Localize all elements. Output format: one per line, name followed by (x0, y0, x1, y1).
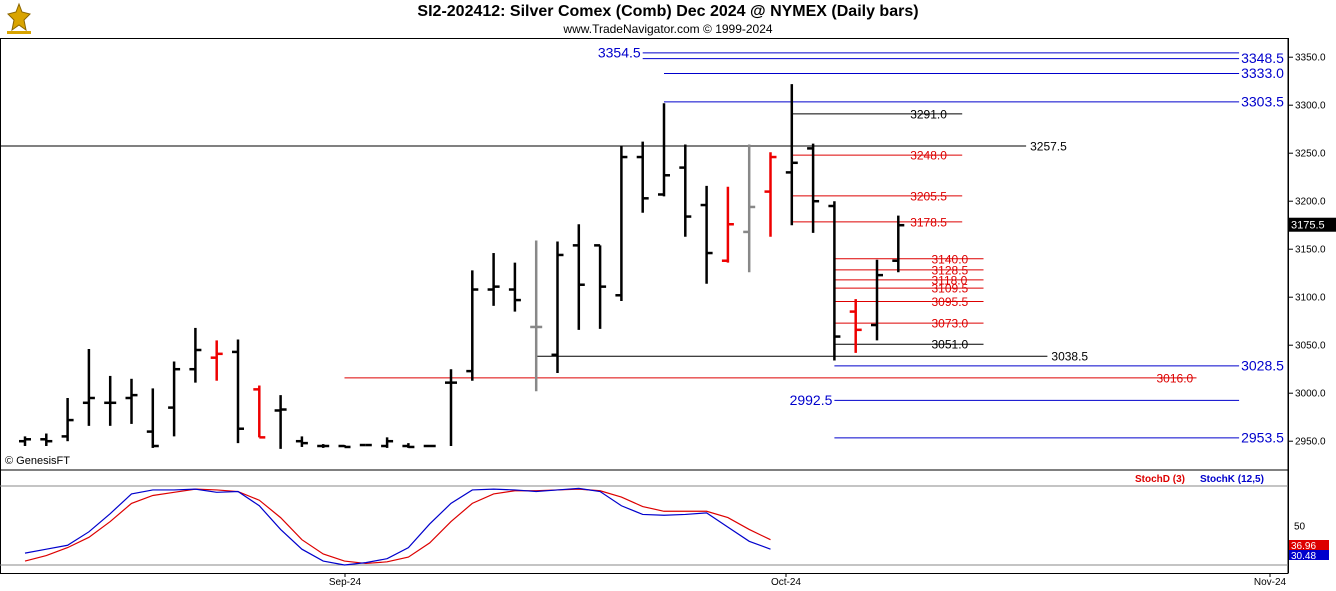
y-tick-label: 2950.0 (1295, 437, 1326, 448)
watermark: © GenesisFT (5, 455, 70, 467)
level-label: 3354.5 (598, 44, 641, 60)
y-tick-label: 3000.0 (1295, 389, 1326, 400)
osc-last-value: 36.96 (1291, 541, 1316, 552)
x-tick-label: Sep-24 (329, 577, 362, 588)
level-label: 3303.5 (1241, 93, 1284, 109)
level-label: 3028.5 (1241, 357, 1284, 373)
level-label: 3073.0 (932, 317, 969, 331)
osc-last-value-tag (1289, 540, 1329, 550)
level-label: 2953.5 (1241, 429, 1284, 445)
y-tick-label: 3350.0 (1295, 53, 1326, 64)
osc-series-line (24, 488, 771, 565)
osc-legend: StochD (3) (1135, 474, 1185, 485)
level-label: 2992.5 (790, 392, 833, 408)
level-label: 3109.5 (932, 282, 969, 296)
level-label: 3178.5 (910, 215, 947, 229)
genesis-logo-icon (4, 2, 34, 36)
level-label: 3248.0 (910, 149, 947, 163)
x-tick-label: Oct-24 (771, 577, 801, 588)
y-tick-label: 3150.0 (1295, 245, 1326, 256)
level-label: 3118.0 (932, 273, 968, 287)
last-price-tag (1289, 217, 1336, 232)
y-tick-label: 3300.0 (1295, 101, 1326, 112)
chart-title: SI2-202412: Silver Comex (Comb) Dec 2024… (417, 3, 919, 20)
level-label: 3128.5 (932, 263, 969, 277)
osc-last-value: 30.48 (1291, 551, 1316, 562)
osc-series-line (24, 487, 771, 566)
level-label: 3095.5 (932, 295, 969, 309)
y-tick-label: 3250.0 (1295, 149, 1326, 160)
level-label: 3051.0 (932, 338, 969, 352)
x-tick-label: Nov-24 (1254, 577, 1287, 588)
level-label: 3038.5 (1051, 350, 1088, 364)
y-tick-label: 3100.0 (1295, 293, 1326, 304)
osc-last-value-tag (1289, 550, 1329, 560)
osc-legend: StochK (12,5) (1200, 474, 1264, 485)
last-price-label: 3175.5 (1291, 220, 1325, 232)
level-label: 3257.5 (1030, 140, 1067, 154)
level-label: 3016.0 (1157, 371, 1194, 385)
level-label: 3205.5 (910, 189, 947, 203)
level-label: 3333.0 (1241, 65, 1284, 81)
y-tick-label: 3050.0 (1295, 341, 1326, 352)
level-label: 3291.0 (910, 107, 947, 121)
level-label: 3140.0 (932, 252, 969, 266)
chart-subtitle: www.TradeNavigator.com © 1999-2024 (563, 22, 773, 36)
level-label: 3348.5 (1241, 50, 1284, 66)
chart-frame (0, 38, 1289, 574)
chart-header: SI2-202412: Silver Comex (Comb) Dec 2024… (0, 0, 1336, 38)
y-tick-label: 3200.0 (1295, 197, 1326, 208)
osc-tick-label: 50 (1294, 522, 1306, 533)
